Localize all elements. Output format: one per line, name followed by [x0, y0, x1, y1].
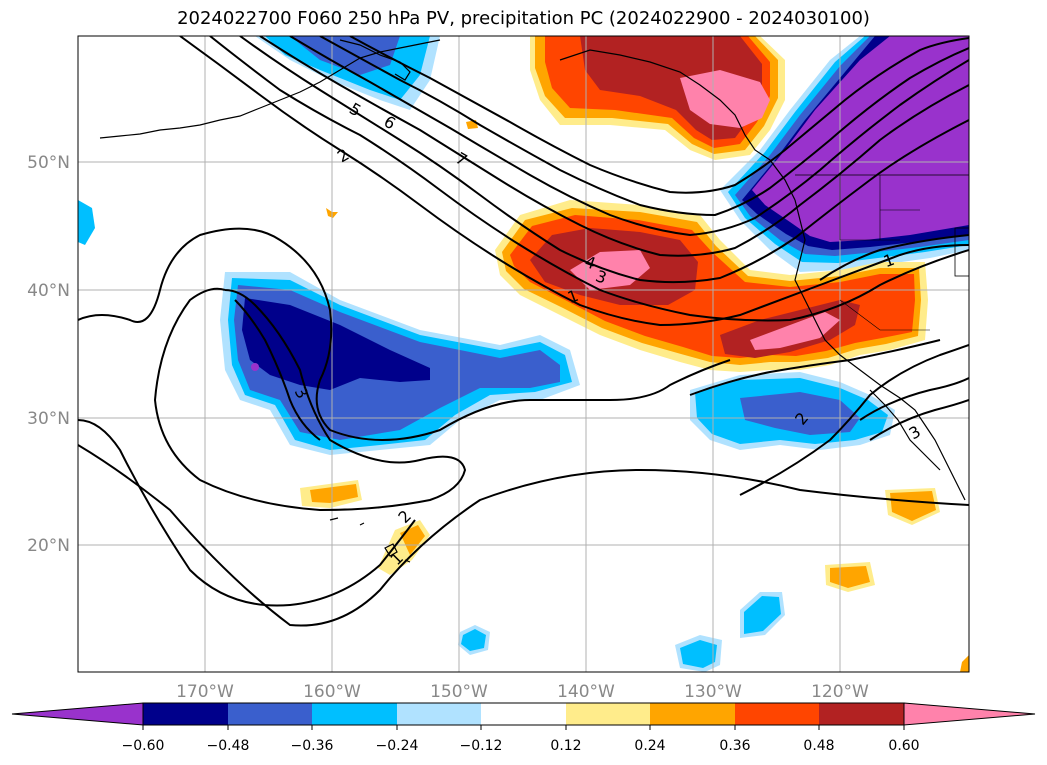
colorbar-tick-0: −0.60 — [122, 738, 165, 754]
pv-contour-2-north — [209, 36, 969, 322]
pv-contour-1-north — [179, 36, 969, 327]
precip-positive-shading — [300, 36, 969, 672]
lon-label-170w: 170°W — [176, 682, 234, 702]
colorbar-seg-4 — [397, 703, 481, 725]
lat-label-50n: 50°N — [27, 153, 70, 173]
lon-label-120w: 120°W — [811, 682, 869, 702]
coast-west-us — [794, 199, 966, 501]
lon-label-130w: 130°W — [684, 682, 742, 702]
lon-label-150w: 150°W — [430, 682, 488, 702]
neg-region-edge-west — [78, 200, 95, 245]
colorbar-extend-high — [903, 702, 1036, 726]
colorbar-seg-7 — [650, 703, 735, 725]
coast-alaska-panhandle — [559, 49, 796, 201]
precip-negative-shading — [78, 36, 969, 672]
pv-contours — [78, 36, 969, 627]
colorbar-tick-9: 0.60 — [888, 738, 919, 754]
pv-contour-7 — [349, 36, 969, 194]
lat-label-30n: 30°N — [27, 409, 70, 429]
coastlines — [99, 39, 969, 563]
pv-contour-6 — [319, 36, 969, 217]
colorbar-tick-4: −0.12 — [460, 738, 503, 754]
pv-contour-4 — [259, 36, 969, 257]
map-title: 2024022700 F060 250 hPa PV, precipitatio… — [177, 8, 870, 29]
coast-aleutians — [99, 39, 441, 139]
colorbar-tick-2: −0.36 — [291, 738, 334, 754]
lat-label-20n: 20°N — [27, 536, 70, 556]
pv-contour-3-east — [869, 399, 969, 441]
pv-contour-1-south-east — [689, 339, 941, 396]
map-inset-box — [954, 227, 969, 277]
pv-contour-3-loop — [153, 287, 467, 512]
colorbar-tick-6: 0.24 — [634, 738, 665, 754]
colorbar-tick-3: −0.24 — [376, 738, 419, 754]
pv-contour-3-inner — [234, 299, 321, 441]
lon-label-160w: 160°W — [303, 682, 361, 702]
pv-contour-1-far-east — [819, 234, 969, 281]
lon-label-140w: 140°W — [557, 682, 615, 702]
lat-labels: 50°N 40°N 30°N 20°N — [27, 153, 70, 556]
colorbar-tick-1: −0.48 — [207, 738, 250, 754]
colorbar-seg-5 — [481, 703, 566, 725]
lon-labels: 170°W 160°W 150°W 140°W 130°W 120°W — [176, 682, 869, 702]
colorbar: −0.60 −0.48 −0.36 −0.24 −0.12 0.12 0.24 … — [11, 702, 1036, 754]
map-area: 2 5 6 7 4 3 1 3 2 1 2 3 1 — [78, 36, 969, 672]
colorbar-seg-8 — [735, 703, 819, 725]
border-states — [839, 175, 930, 331]
pv-contour-5 — [289, 36, 969, 237]
pv-contour-2-outer-west — [78, 419, 416, 607]
colorbar-seg-9 — [819, 703, 904, 725]
colorbar-seg-2 — [228, 703, 312, 725]
colorbar-tick-7: 0.36 — [719, 738, 750, 754]
colorbar-seg-1 — [143, 703, 228, 725]
colorbar-tick-5: 0.12 — [550, 738, 581, 754]
pv-contour-1-south — [78, 444, 969, 627]
coast-baja — [869, 389, 941, 471]
colorbar-tick-8: 0.48 — [803, 738, 834, 754]
colorbar-seg-6 — [566, 703, 650, 725]
colorbar-extend-low — [11, 702, 144, 726]
pv-contour-2-south — [78, 227, 731, 441]
map-frame — [77, 35, 970, 673]
colorbar-seg-3 — [312, 703, 397, 725]
pv-contour-2-east-low — [739, 344, 969, 496]
lat-label-40n: 40°N — [27, 281, 70, 301]
coast-hawaii — [329, 517, 411, 563]
pv-contour-2-east — [859, 377, 969, 421]
pv-contour-3-north — [239, 36, 969, 284]
